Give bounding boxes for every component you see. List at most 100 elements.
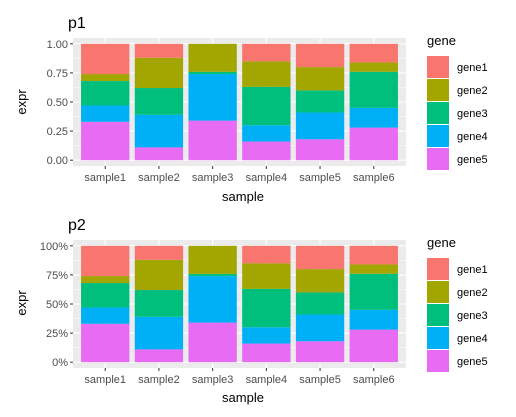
bar-segment-gene3-sample2 bbox=[134, 290, 184, 317]
bar-segment-gene3-sample5 bbox=[295, 90, 345, 113]
bar-segment-gene2-sample6 bbox=[349, 264, 398, 274]
x-tick-label: sample6 bbox=[353, 374, 395, 386]
chart-title: p2 bbox=[68, 217, 86, 234]
legend-swatch-gene1 bbox=[427, 56, 449, 78]
y-tick-label: 0.75 bbox=[47, 68, 68, 80]
y-axis-ticks: 0% 25% 50% 75% 100% bbox=[40, 241, 73, 369]
x-axis-ticks: sample1 sample2 sample3 sample4 sample5 sampl… bbox=[84, 368, 395, 386]
bar-segment-gene1-sample5 bbox=[295, 43, 345, 68]
x-tick-label: sample3 bbox=[192, 172, 234, 184]
bar-segment-gene1-sample5 bbox=[295, 245, 345, 270]
x-axis-label: sample bbox=[222, 189, 264, 204]
bar-segment-gene2-sample1 bbox=[81, 276, 130, 284]
bar-segment-gene5-sample5 bbox=[295, 139, 345, 161]
legend-swatch-gene3 bbox=[427, 102, 449, 124]
legend-label: gene3 bbox=[457, 108, 488, 120]
bar-segment-gene3-sample3 bbox=[188, 273, 237, 277]
x-tick-label: sample2 bbox=[138, 172, 180, 184]
legend-swatch-gene2 bbox=[427, 79, 449, 101]
bar-segment-gene4-sample2 bbox=[134, 316, 184, 350]
bar-segment-gene3-sample6 bbox=[349, 273, 398, 310]
bar-segment-gene5-sample6 bbox=[349, 329, 398, 363]
legend-swatch-gene4 bbox=[427, 125, 449, 147]
bar-segment-gene2-sample6 bbox=[349, 62, 398, 72]
bar-segment-gene5-sample3 bbox=[188, 322, 237, 363]
y-tick-label: 0.25 bbox=[47, 126, 68, 138]
bar-segment-gene1-sample6 bbox=[349, 245, 398, 265]
legend-label: gene5 bbox=[457, 154, 488, 166]
chart-p1: p1 0.000.250.500.751.00 sample1 sample2 sa… bbox=[14, 15, 488, 204]
bar-segment-gene4-sample4 bbox=[242, 125, 291, 142]
bar-segment-gene3-sample5 bbox=[295, 292, 345, 315]
bar-segment-gene4-sample6 bbox=[349, 107, 398, 128]
legend: gene gene1 gene2 gene3 gene4 gene5 bbox=[427, 235, 488, 372]
legend-label: gene3 bbox=[457, 310, 488, 322]
legend-swatch-gene2 bbox=[427, 281, 449, 303]
bar-segment-gene2-sample3 bbox=[188, 245, 237, 274]
x-tick-label: sample3 bbox=[192, 374, 234, 386]
bar-segment-gene1-sample4 bbox=[242, 245, 291, 264]
x-tick-label: sample6 bbox=[353, 172, 395, 184]
bar-segment-gene5-sample6 bbox=[349, 127, 398, 161]
bars bbox=[81, 245, 398, 363]
x-tick-label: sample5 bbox=[299, 172, 341, 184]
legend-label: gene1 bbox=[457, 62, 488, 74]
bar-segment-gene5-sample1 bbox=[81, 121, 130, 161]
chart-title: p1 bbox=[68, 15, 86, 32]
bar-segment-gene5-sample2 bbox=[134, 147, 184, 161]
y-axis-label: expr bbox=[14, 89, 29, 115]
y-tick-label: 75% bbox=[46, 270, 68, 282]
bar-segment-gene4-sample4 bbox=[242, 327, 291, 344]
legend-title: gene bbox=[427, 33, 456, 48]
legend-label: gene5 bbox=[457, 356, 488, 368]
bar-segment-gene5-sample2 bbox=[134, 349, 184, 363]
legend-title: gene bbox=[427, 235, 456, 250]
bar-segment-gene2-sample2 bbox=[134, 57, 184, 89]
bar-segment-gene2-sample5 bbox=[295, 67, 345, 91]
bar-segment-gene1-sample1 bbox=[81, 245, 130, 277]
bar-segment-gene4-sample3 bbox=[188, 276, 237, 323]
bar-segment-gene4-sample1 bbox=[81, 307, 130, 324]
x-tick-label: sample2 bbox=[138, 374, 180, 386]
bar-segment-gene2-sample3 bbox=[188, 43, 237, 72]
x-axis-label: sample bbox=[222, 390, 264, 405]
legend-label: gene4 bbox=[457, 333, 488, 345]
x-axis-ticks: sample1 sample2 sample3 sample4 sample5 sampl… bbox=[84, 166, 395, 184]
x-tick-label: sample4 bbox=[246, 374, 288, 386]
bar-segment-gene5-sample5 bbox=[295, 341, 345, 363]
bar-segment-gene3-sample1 bbox=[81, 81, 130, 106]
legend-swatch-gene4 bbox=[427, 327, 449, 349]
legend-label: gene2 bbox=[457, 85, 488, 97]
bar-segment-gene2-sample2 bbox=[134, 259, 184, 291]
x-tick-label: sample1 bbox=[84, 374, 126, 386]
x-tick-label: sample4 bbox=[246, 172, 288, 184]
bar-segment-gene3-sample3 bbox=[188, 71, 237, 75]
bar-segment-gene1-sample6 bbox=[349, 43, 398, 63]
bar-segment-gene2-sample1 bbox=[81, 74, 130, 82]
legend-swatch-gene5 bbox=[427, 350, 449, 372]
bar-segment-gene5-sample4 bbox=[242, 141, 291, 161]
legend-swatch-gene1 bbox=[427, 258, 449, 280]
legend-swatch-gene3 bbox=[427, 304, 449, 326]
legend-label: gene1 bbox=[457, 264, 488, 276]
x-tick-label: sample1 bbox=[84, 172, 126, 184]
bar-segment-gene4-sample1 bbox=[81, 105, 130, 122]
y-tick-label: 0.50 bbox=[47, 97, 68, 109]
bar-segment-gene4-sample6 bbox=[349, 309, 398, 330]
bar-segment-gene3-sample4 bbox=[242, 86, 291, 126]
legend-swatch-gene5 bbox=[427, 148, 449, 170]
bar-segment-gene5-sample3 bbox=[188, 120, 237, 161]
y-tick-label: 0% bbox=[52, 357, 68, 369]
x-tick-label: sample5 bbox=[299, 374, 341, 386]
bar-segment-gene3-sample1 bbox=[81, 283, 130, 308]
bar-segment-gene2-sample4 bbox=[242, 263, 291, 289]
bar-segment-gene5-sample4 bbox=[242, 343, 291, 363]
bar-segment-gene3-sample4 bbox=[242, 288, 291, 328]
legend-label: gene2 bbox=[457, 287, 488, 299]
bar-segment-gene3-sample2 bbox=[134, 88, 184, 115]
bar-segment-gene1-sample1 bbox=[81, 43, 130, 75]
y-tick-label: 25% bbox=[46, 328, 68, 340]
bar-segment-gene4-sample2 bbox=[134, 114, 184, 148]
bar-segment-gene4-sample3 bbox=[188, 74, 237, 121]
